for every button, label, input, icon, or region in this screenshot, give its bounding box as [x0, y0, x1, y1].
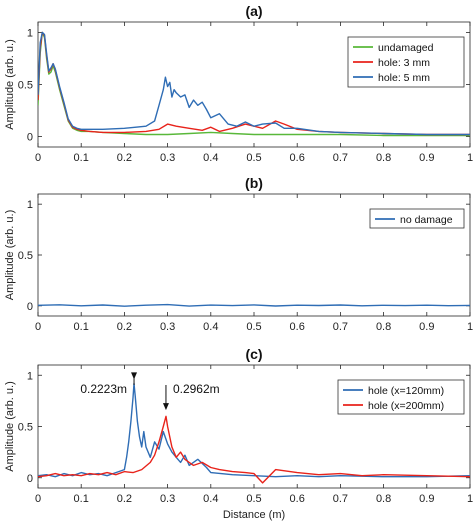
y-tick-label: 0.5 [18, 80, 33, 92]
series-line-1 [38, 415, 470, 484]
x-tick-label: 1 [467, 152, 473, 164]
panel-title: (b) [245, 175, 263, 191]
x-tick-label: 0.4 [203, 493, 218, 505]
x-tick-label: 0.7 [333, 321, 348, 333]
legend-label-1: hole: 3 mm [378, 57, 430, 69]
legend-label-0: no damage [400, 214, 453, 226]
x-tick-label: 0.8 [376, 493, 391, 505]
x-tick-label: 0.3 [160, 493, 175, 505]
x-tick-label: 0 [35, 493, 41, 505]
chart-panel-2: (c) 0 0.1 0.2 0.3 0.4 0.5 0.6 0.7 0.8 0.9 1 0 0.5 1 Amp… [4, 346, 473, 521]
x-tick-label: 0.8 [376, 321, 391, 333]
chart-panel-1: (b) 0 0.1 0.2 0.3 0.4 0.5 0.6 0.7 0.8 0.9 1 0 0.5 1 Amp… [4, 175, 473, 333]
legend-label-2: hole: 5 mm [378, 72, 430, 84]
legend-box [369, 208, 465, 229]
legend-label-0: hole (x=120mm) [368, 385, 444, 397]
x-tick-label: 0.5 [246, 493, 261, 505]
y-tick-label: 0 [27, 132, 33, 144]
y-axis-label: Amplitude (arb. u.) [4, 39, 16, 129]
x-tick-label: 0.5 [246, 152, 261, 164]
y-tick-label: 0 [27, 301, 33, 313]
x-tick-label: 0.7 [333, 152, 348, 164]
annotation-arrowhead-1 [162, 403, 169, 411]
y-tick-label: 0.5 [18, 250, 33, 262]
y-tick-label: 0 [27, 473, 33, 485]
series-line-2 [38, 31, 470, 136]
legend-label-0: undamaged [378, 42, 434, 54]
y-tick-label: 1 [27, 370, 33, 382]
legend-label-1: hole (x=200mm) [368, 400, 444, 412]
x-tick-label: 0.6 [290, 493, 305, 505]
x-tick-label: 0.4 [203, 152, 218, 164]
x-tick-label: 0.3 [160, 321, 175, 333]
legend-box [347, 36, 465, 88]
legend-box [337, 379, 465, 415]
x-tick-label: 0.8 [376, 152, 391, 164]
x-tick-label: 0.6 [290, 321, 305, 333]
panel-title: (c) [245, 346, 262, 362]
y-tick-label: 1 [27, 199, 33, 211]
panel-title: (a) [245, 3, 262, 19]
y-axis-label: Amplitude (arb. u.) [4, 210, 16, 300]
x-tick-label: 0.2 [117, 493, 132, 505]
x-tick-label: 0.9 [419, 152, 434, 164]
x-tick-label: 0.9 [419, 321, 434, 333]
y-axis-label: Amplitude (arb. u.) [4, 381, 16, 471]
x-tick-label: 0.1 [74, 152, 89, 164]
y-tick-label: 0.5 [18, 422, 33, 434]
x-tick-label: 0.2 [117, 321, 132, 333]
annotation-label-1: 0.2962m [173, 382, 220, 396]
x-tick-label: 0.4 [203, 321, 218, 333]
series-line-0 [38, 303, 470, 307]
x-tick-label: 0.6 [290, 152, 305, 164]
x-tick-label: 0.9 [419, 493, 434, 505]
x-tick-label: 0.2 [117, 152, 132, 164]
x-tick-label: 0.5 [246, 321, 261, 333]
x-tick-label: 0.7 [333, 493, 348, 505]
x-tick-label: 1 [467, 321, 473, 333]
x-tick-label: 0.3 [160, 152, 175, 164]
x-tick-label: 0.1 [74, 493, 89, 505]
annotation-arrowhead-0 [131, 372, 138, 380]
annotation-label-0: 0.2223m [80, 382, 127, 396]
x-tick-label: 1 [467, 493, 473, 505]
x-tick-label: 0 [35, 321, 41, 333]
x-axis-label: Distance (m) [223, 509, 285, 521]
x-tick-label: 0 [35, 152, 41, 164]
x-tick-label: 0.1 [74, 321, 89, 333]
y-tick-label: 1 [27, 27, 33, 39]
chart-panel-0: (a) 0 0.1 0.2 0.3 0.4 0.5 0.6 0.7 0.8 0.9 1 0 0.5 1 Amp… [4, 3, 473, 164]
